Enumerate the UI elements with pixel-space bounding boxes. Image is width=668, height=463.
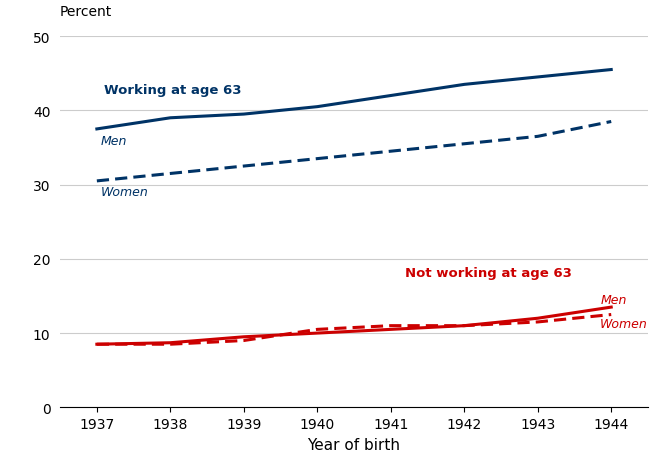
- Text: Men: Men: [100, 135, 127, 148]
- Text: Women: Women: [600, 317, 648, 330]
- Text: Men: Men: [600, 293, 627, 306]
- Text: Percent: Percent: [60, 5, 112, 19]
- X-axis label: Year of birth: Year of birth: [307, 437, 401, 451]
- Text: Women: Women: [100, 185, 148, 198]
- Text: Not working at age 63: Not working at age 63: [405, 266, 572, 279]
- Text: Working at age 63: Working at age 63: [104, 83, 242, 96]
